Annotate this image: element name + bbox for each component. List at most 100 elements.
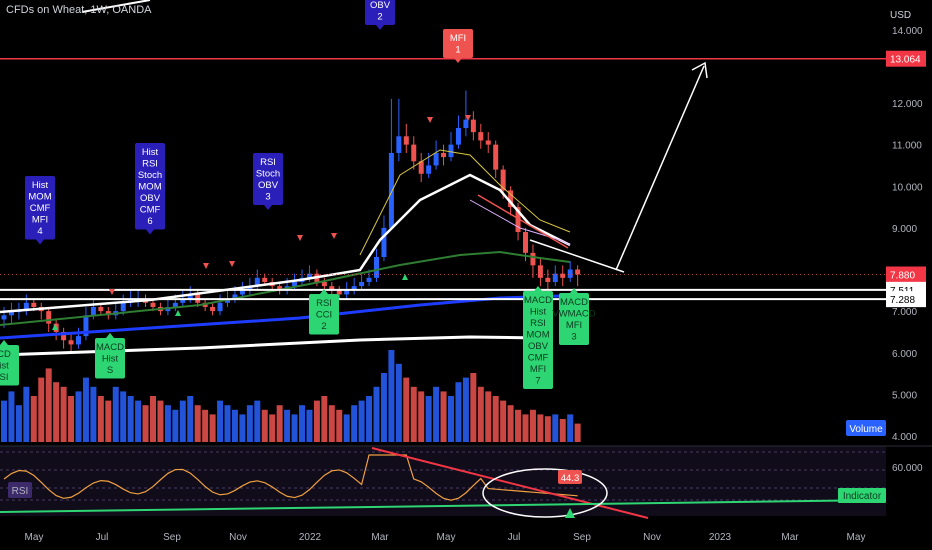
y-tick-label: 5.000 [892, 390, 917, 401]
signal-label-bottom-text: MFI [530, 364, 546, 375]
candle-body [8, 311, 14, 316]
volume-bar [276, 405, 283, 442]
volume-bar [172, 409, 179, 442]
candle-body [493, 144, 499, 170]
candle-body [83, 315, 89, 337]
volume-bar [425, 396, 432, 442]
rsi-trendline [371, 447, 649, 519]
signal-label-top-text: 1 [455, 45, 460, 56]
signal-label-top-text: CMF [140, 205, 161, 216]
candle-body [359, 281, 365, 287]
volume-bar [321, 396, 328, 442]
volume-bar [179, 400, 186, 442]
y-tick-label: 4.000 [892, 432, 917, 443]
target-arrow [615, 65, 705, 271]
signal-label-top-pointer [454, 58, 462, 63]
rsi-highlight-ellipse [482, 468, 608, 518]
volume-bar [515, 409, 522, 442]
signal-label-top-text: 6 [147, 216, 152, 227]
candle-body [381, 227, 387, 258]
candle-body [388, 152, 394, 228]
signal-label-top-text: 4 [37, 226, 42, 237]
candle-body [336, 290, 342, 295]
candle-body [98, 306, 104, 312]
volume-bar [552, 414, 559, 442]
volume-bar [313, 400, 320, 442]
rsi-label-bg [8, 482, 32, 498]
volume-bar [462, 377, 469, 442]
volume-bar [68, 396, 75, 442]
signal-label-bottom-text: ist [0, 361, 9, 372]
candle-body [508, 190, 514, 208]
ema-200-line [0, 335, 541, 357]
x-tick-label: Nov [229, 532, 247, 543]
candle-body [500, 169, 506, 191]
volume-bar [500, 400, 507, 442]
candle-body [31, 302, 37, 307]
candle-body [441, 152, 447, 158]
signal-marker [52, 324, 58, 330]
volume-bar [60, 386, 67, 442]
signal-label-top-text: RSI [260, 157, 276, 168]
signal-label-bottom-pointer [320, 289, 328, 294]
rsi-value-badge-bg [558, 470, 582, 484]
volume-bar [380, 373, 387, 442]
candle-body [254, 277, 260, 287]
volume-bar [358, 400, 365, 442]
volume-bar [477, 386, 484, 442]
volume-bar [529, 409, 536, 442]
volume-bar [75, 391, 82, 442]
volume-bar [470, 373, 477, 442]
price-label-bg [886, 291, 926, 308]
x-tick-label: Mar [781, 532, 799, 543]
volume-bar [306, 409, 313, 442]
candle-body [23, 302, 29, 312]
candle-body [426, 165, 432, 174]
volume-bar [231, 409, 238, 442]
volume-bar [90, 386, 97, 442]
signal-label-bottom-text: MACD [560, 297, 588, 308]
signal-label-top-text: Hist [32, 180, 49, 191]
signal-label-top-text: MFI [32, 215, 48, 226]
volume-bar [38, 377, 45, 442]
x-tick-label: 2022 [299, 532, 322, 543]
rsi-value-badge: 44.3 [561, 473, 580, 484]
volume-bar [455, 382, 462, 442]
signal-label-top-text: 2 [377, 12, 382, 23]
signal-label-bottom-pointer [534, 286, 542, 291]
ema-13-line [469, 199, 571, 246]
signal-label-bottom-text: S [107, 365, 113, 376]
candle-body [277, 286, 283, 291]
signal-label-top-text: Hist [142, 147, 159, 158]
volume-bar [157, 400, 164, 442]
volume-bar [291, 414, 298, 442]
signal-label-bottom-box [523, 291, 553, 389]
signal-label-bottom-text: OBV [528, 341, 549, 352]
price-label-bg [886, 50, 926, 67]
volume-bar [150, 396, 156, 442]
candle-body [366, 277, 372, 282]
candle-body [560, 273, 566, 278]
volume-bar [127, 396, 134, 442]
candle-body [463, 119, 469, 128]
signal-label-bottom-text: VWMACD [552, 309, 595, 320]
volume-bar [299, 405, 305, 442]
x-tick-label: Jul [96, 532, 109, 543]
volume-bar [343, 414, 350, 442]
y-tick-label: 9.000 [892, 224, 917, 235]
candle-body [306, 273, 312, 278]
price-label: 13.064 [890, 55, 921, 66]
candle-body [374, 257, 379, 278]
signal-label-top-box [25, 176, 55, 240]
rsi-support-line [0, 499, 887, 513]
volume-bar [30, 396, 37, 442]
signal-label-top-text: Stoch [256, 169, 280, 180]
volume-bar [112, 386, 119, 442]
candle-body [150, 302, 156, 307]
candle-body [180, 298, 186, 303]
